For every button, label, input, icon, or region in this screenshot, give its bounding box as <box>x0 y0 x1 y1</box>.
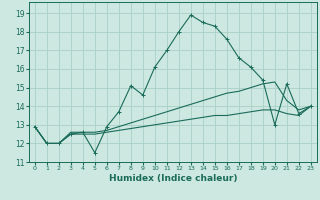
X-axis label: Humidex (Indice chaleur): Humidex (Indice chaleur) <box>108 174 237 183</box>
